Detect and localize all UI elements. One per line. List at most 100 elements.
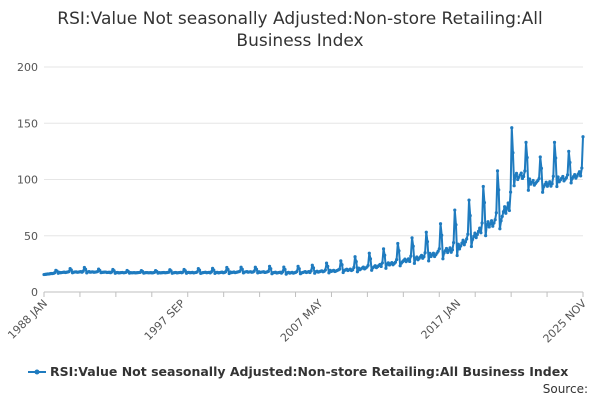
data-point[interactable] xyxy=(309,269,313,273)
data-point[interactable] xyxy=(53,271,57,275)
data-point[interactable] xyxy=(410,236,414,240)
data-point[interactable] xyxy=(538,155,542,159)
data-point[interactable] xyxy=(495,169,500,173)
data-point[interactable] xyxy=(448,246,452,250)
data-point[interactable] xyxy=(484,234,488,238)
data-point[interactable] xyxy=(460,241,464,245)
data-point[interactable] xyxy=(367,251,371,255)
data-point[interactable] xyxy=(489,219,494,223)
data-point[interactable] xyxy=(503,205,507,209)
data-point[interactable] xyxy=(428,251,432,256)
data-point[interactable] xyxy=(409,254,413,258)
data-point[interactable] xyxy=(324,261,329,265)
data-point[interactable] xyxy=(475,232,479,237)
data-point[interactable] xyxy=(282,265,286,269)
data-point[interactable] xyxy=(497,188,501,192)
data-point[interactable] xyxy=(465,237,469,241)
data-point[interactable] xyxy=(507,208,511,213)
data-point[interactable] xyxy=(403,257,407,261)
data-point[interactable] xyxy=(541,190,545,194)
data-point[interactable] xyxy=(411,244,415,248)
data-point[interactable] xyxy=(379,264,383,269)
data-point[interactable] xyxy=(406,257,411,261)
data-point[interactable] xyxy=(470,237,475,241)
data-point[interactable] xyxy=(501,210,506,214)
data-point[interactable] xyxy=(525,155,529,160)
data-point[interactable] xyxy=(95,269,100,274)
data-point[interactable] xyxy=(415,255,419,259)
data-point[interactable] xyxy=(327,271,331,275)
data-point[interactable] xyxy=(419,253,424,257)
data-point[interactable] xyxy=(480,221,484,225)
data-point[interactable] xyxy=(476,229,481,233)
legend[interactable]: RSI:Value Not seasonally Adjusted:Non-st… xyxy=(28,364,568,379)
data-point[interactable] xyxy=(466,232,470,236)
data-point[interactable] xyxy=(368,257,373,261)
data-point[interactable] xyxy=(531,178,535,183)
data-point[interactable] xyxy=(311,266,316,270)
data-point[interactable] xyxy=(519,171,523,175)
data-point[interactable] xyxy=(494,211,498,215)
data-point[interactable] xyxy=(267,264,272,268)
data-point[interactable] xyxy=(486,220,490,224)
data-point[interactable] xyxy=(269,267,273,271)
data-point[interactable] xyxy=(338,267,342,271)
data-point[interactable] xyxy=(352,265,356,270)
data-point[interactable] xyxy=(462,243,466,247)
data-point[interactable] xyxy=(354,260,358,264)
data-point[interactable] xyxy=(456,242,460,246)
data-point[interactable] xyxy=(522,174,526,179)
data-point[interactable] xyxy=(479,231,483,235)
data-point[interactable] xyxy=(561,174,565,179)
data-point[interactable] xyxy=(573,172,577,177)
data-point[interactable] xyxy=(548,180,552,184)
data-point[interactable] xyxy=(488,222,492,226)
data-point[interactable] xyxy=(514,171,519,175)
data-point[interactable] xyxy=(549,184,553,188)
data-point[interactable] xyxy=(423,251,427,255)
data-point[interactable] xyxy=(468,214,472,218)
data-point[interactable] xyxy=(422,255,426,259)
data-point[interactable] xyxy=(395,257,399,262)
data-point[interactable] xyxy=(564,176,568,180)
data-point[interactable] xyxy=(396,241,400,246)
data-point[interactable] xyxy=(370,268,374,272)
data-point[interactable] xyxy=(438,222,443,226)
data-point[interactable] xyxy=(472,234,476,238)
data-point[interactable] xyxy=(451,241,456,245)
data-point[interactable] xyxy=(485,223,489,227)
data-point[interactable] xyxy=(453,208,457,212)
data-point[interactable] xyxy=(427,259,431,263)
data-point[interactable] xyxy=(467,198,471,202)
data-point[interactable] xyxy=(424,230,428,234)
data-point[interactable] xyxy=(224,270,228,274)
data-point[interactable] xyxy=(240,267,244,271)
data-point[interactable] xyxy=(482,201,487,205)
data-point[interactable] xyxy=(544,180,548,184)
data-point[interactable] xyxy=(238,269,242,273)
data-point[interactable] xyxy=(310,263,314,267)
data-point[interactable] xyxy=(508,190,513,194)
data-point[interactable] xyxy=(478,226,482,230)
data-point[interactable] xyxy=(499,219,503,223)
data-point[interactable] xyxy=(577,170,582,174)
data-point[interactable] xyxy=(110,270,114,274)
data-point[interactable] xyxy=(552,140,557,144)
data-point[interactable] xyxy=(81,269,85,273)
data-point[interactable] xyxy=(537,177,541,181)
data-point[interactable] xyxy=(512,184,516,188)
data-point[interactable] xyxy=(481,184,485,189)
data-point[interactable] xyxy=(295,269,299,274)
data-point[interactable] xyxy=(556,175,560,179)
data-point[interactable] xyxy=(393,260,398,264)
data-point[interactable] xyxy=(183,269,187,273)
data-point[interactable] xyxy=(266,269,270,273)
data-point[interactable] xyxy=(450,248,455,252)
data-point[interactable] xyxy=(491,224,495,228)
data-point[interactable] xyxy=(565,173,570,177)
data-point[interactable] xyxy=(554,156,558,160)
data-point[interactable] xyxy=(568,160,572,165)
data-point[interactable] xyxy=(323,268,327,272)
data-point[interactable] xyxy=(254,267,259,271)
data-point[interactable] xyxy=(339,259,343,263)
